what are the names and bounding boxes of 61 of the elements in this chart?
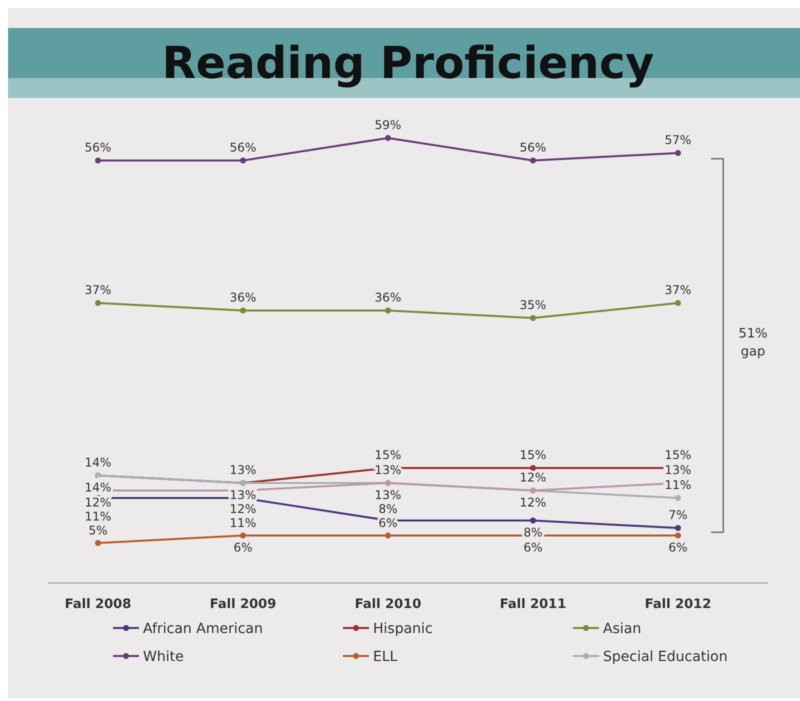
data-label: 14% [84,456,112,470]
point [675,495,681,501]
data-label: 6% [668,540,688,554]
legend-label: African American [143,621,263,637]
data-label: 13% [374,488,402,502]
data-label: 15% [374,448,402,462]
point [530,465,536,471]
data-label: 7% [668,508,688,522]
point [240,158,246,164]
point [240,308,246,314]
data-label: 36% [230,290,256,304]
data-label: 12% [230,502,256,516]
data-label: 56% [520,140,546,154]
legend-label: Special Education [603,649,728,665]
data-label: 37% [84,283,112,297]
point [675,300,681,306]
point [675,525,681,531]
data-label: 11% [230,516,256,530]
data-label: 12% [520,470,546,484]
legend-label: White [143,649,184,665]
data-label: 15% [520,448,546,462]
point [530,158,536,164]
annotation: 51% gap [738,326,768,360]
data-label: 13% [230,463,256,477]
data-label: 8% [378,502,398,516]
data-label: 12% [520,496,546,510]
point [385,135,391,141]
data-label: 59% [374,118,402,132]
point [95,540,101,546]
chart-title: Reading Proficiency [162,38,654,89]
data-label: 6% [233,540,253,554]
legend-label: Hispanic [373,621,433,637]
data-label: 35% [520,298,546,312]
x-tick-label: Fall 2010 [354,597,422,612]
data-label: 6% [523,540,543,554]
point [385,308,391,314]
legend-label: Asian [603,621,642,637]
point [675,150,681,156]
data-label: 56% [230,140,256,154]
point [530,315,536,321]
point [385,532,391,538]
data-label: 57% [664,133,692,147]
data-label: 5% [88,524,108,538]
data-label: 12% [84,496,112,510]
legend-label: ELL [373,649,398,665]
data-label: 56% [84,140,112,154]
x-tick-label: Fall 2011 [500,597,566,612]
data-label: 11% [664,478,692,492]
x-tick-label: Fall 2009 [210,597,276,612]
x-tick-label: Fall 2012 [644,597,712,612]
point [95,300,101,306]
data-label: 14% [84,480,112,494]
point [95,158,101,164]
data-label: 37% [664,283,692,297]
point [675,532,681,538]
x-tick-label: Fall 2008 [64,597,132,612]
data-label: 11% [84,510,112,524]
point [530,518,536,524]
data-label: 36% [374,290,402,304]
data-label: 15% [664,448,692,462]
point [240,532,246,538]
